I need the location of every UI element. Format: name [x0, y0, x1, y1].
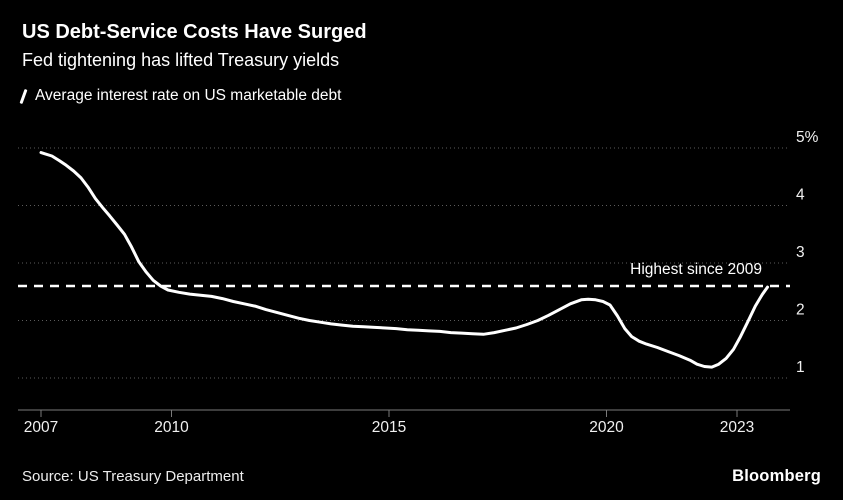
gridlines	[18, 147, 790, 379]
chart-legend: Average interest rate on US marketable d…	[19, 87, 367, 105]
y-tick-label: 1	[796, 359, 805, 376]
x-tick-label: 2020	[589, 419, 624, 436]
x-axis: 2007 2010 2015 2020 2023	[18, 409, 790, 436]
y-axis-labels: 1 2 3 4 5%	[796, 129, 819, 376]
y-tick-label: 3	[796, 244, 805, 261]
chart-subtitle: Fed tightening has lifted Treasury yield…	[22, 50, 340, 70]
bloomberg-logo: Bloomberg	[732, 467, 821, 485]
y-tick-label: 4	[796, 187, 805, 204]
x-tick-label: 2023	[720, 419, 754, 436]
reference-line-annotation: Highest since 2009	[630, 261, 762, 278]
x-tick-label: 2010	[154, 419, 189, 436]
chart-title: US Debt-Service Costs Have Surged	[22, 21, 367, 43]
y-tick-label: 5%	[796, 129, 819, 146]
source-credit: Source: US Treasury Department	[22, 468, 244, 485]
series-line-avg-interest-rate	[39, 151, 769, 369]
x-tick-label: 2015	[372, 419, 406, 436]
chart-header: US Debt-Service Costs Have Surged Fed ti…	[19, 20, 367, 105]
y-tick-label: 2	[796, 302, 805, 319]
x-tick-label: 2007	[24, 419, 58, 436]
legend-label: Average interest rate on US marketable d…	[35, 87, 342, 104]
